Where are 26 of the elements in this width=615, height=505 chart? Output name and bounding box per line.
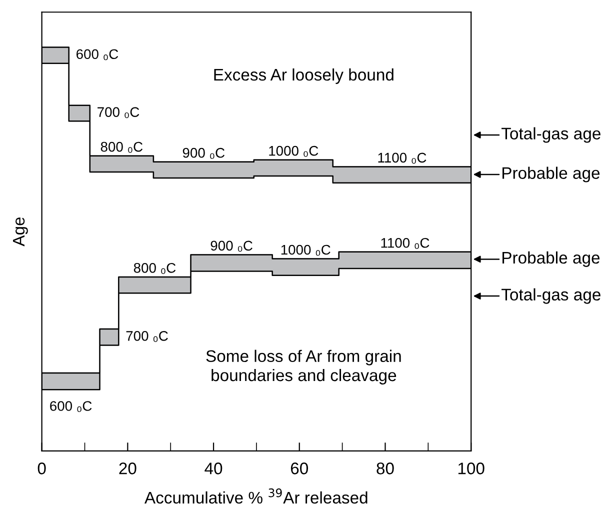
- annotation: 1100 ₀C: [381, 238, 430, 249]
- x-tick-label: 0: [38, 462, 46, 474]
- text: Probable age: [502, 166, 600, 182]
- annotation: 600 ₀C: [76, 49, 118, 60]
- annotation: 1100 ₀C: [378, 152, 426, 164]
- annotation: 700 ₀C: [126, 331, 168, 342]
- annotation: 1000 ₀C: [281, 244, 330, 256]
- annotation: Some loss of Ar from grain boundaries and cleavage: [206, 350, 401, 384]
- annotation: 600 ₀C: [50, 401, 92, 412]
- annotation: Excess Ar loosely bound: [214, 68, 394, 84]
- annotation: 1000 ₀C: [269, 146, 318, 157]
- text: Probable age: [502, 251, 600, 267]
- annotation: 800 ₀C: [100, 142, 143, 153]
- x-tick-label: 80: [376, 462, 394, 474]
- annotation: 700 ₀C: [98, 107, 140, 118]
- x-tick-label: 20: [119, 462, 136, 474]
- annotation: 900 ₀C: [182, 148, 225, 159]
- x-tick-label: 40: [204, 462, 222, 474]
- x-axis-title: Accumulative % $^{39}$Ar released: [144, 488, 368, 504]
- text: Total-gas age: [502, 127, 600, 143]
- x-tick-label: 60: [290, 462, 308, 474]
- annotation: 900 ₀C: [210, 240, 252, 252]
- x-tick-label: 100: [458, 462, 484, 474]
- y-axis-title: Age: [13, 217, 28, 246]
- text: Total-gas age: [502, 288, 600, 304]
- annotation: 800 ₀C: [134, 262, 176, 274]
